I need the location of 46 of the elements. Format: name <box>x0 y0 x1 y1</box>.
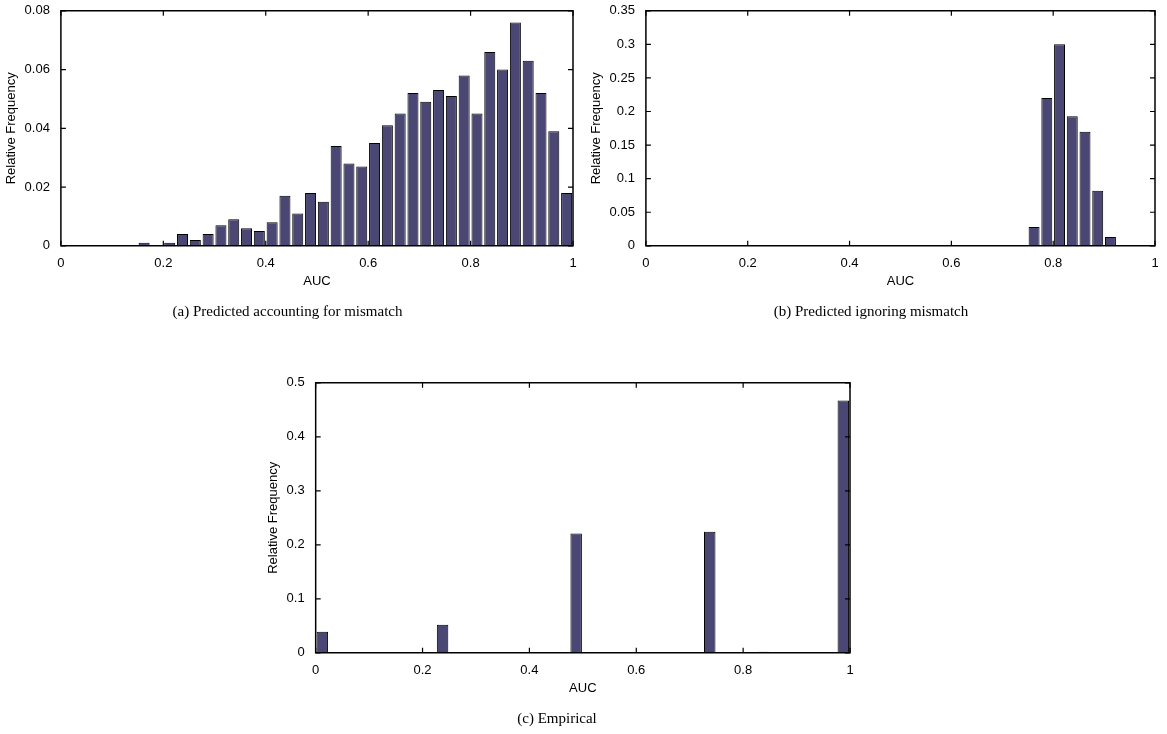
x-tick-label: 0.4 <box>256 255 275 271</box>
y-tick-label: 0.02 <box>24 178 50 194</box>
y-tick-label: 0 <box>627 237 635 253</box>
y-tick-label: 0.08 <box>24 2 50 18</box>
y-tick-label: 0.1 <box>616 170 635 186</box>
text: (b) Predicted ignoring mismatch <box>773 302 969 320</box>
x-tick-label: 0.6 <box>627 662 646 678</box>
y-tick-label: 0.4 <box>286 428 305 444</box>
x-axis-title: AUC <box>886 272 915 288</box>
y-tick-label: 0.3 <box>616 35 635 51</box>
y-axis-title: Relative Frequency <box>3 71 19 185</box>
x-tick-label: 0.8 <box>1044 255 1063 271</box>
x-axis-title: AUC <box>303 272 331 288</box>
x-tick-label: 0.2 <box>738 255 757 271</box>
x-tick-label: 0.6 <box>359 255 378 271</box>
y-tick-label: 0.5 <box>286 374 305 390</box>
y-tick-label: 0.35 <box>609 2 635 18</box>
x-tick-label: 0.4 <box>840 255 859 271</box>
x-tick-label: 0.8 <box>734 662 753 678</box>
y-tick-label: 0 <box>297 644 305 660</box>
x-tick-label: 0.4 <box>520 662 539 678</box>
y-axis-title: Relative Frequency <box>265 461 281 574</box>
x-tick-label: 0.6 <box>942 255 961 271</box>
y-tick-label: 0.15 <box>609 136 635 152</box>
x-tick-label: 0.2 <box>413 662 432 678</box>
y-tick-label: 0.25 <box>609 69 635 85</box>
y-tick-label: 0.06 <box>24 61 50 77</box>
x-tick-label: 1 <box>569 255 577 271</box>
x-axis-title: AUC <box>569 679 597 695</box>
x-tick-label: 0.2 <box>154 255 173 271</box>
x-tick-label: 0 <box>57 255 65 271</box>
text: (c) Empirical <box>517 709 597 727</box>
y-tick-label: 0.3 <box>286 482 305 498</box>
y-axis-title: Relative Frequency <box>588 71 604 185</box>
y-tick-label: 0.05 <box>609 203 635 219</box>
x-tick-label: 1 <box>1151 255 1159 271</box>
text: (a) Predicted accounting for mismatch <box>172 302 403 320</box>
y-tick-label: 0 <box>42 237 50 253</box>
y-tick-label: 0.2 <box>286 536 305 552</box>
x-tick-label: 0 <box>312 662 320 678</box>
y-tick-label: 0.04 <box>24 119 50 135</box>
y-tick-label: 0.1 <box>286 590 305 606</box>
x-tick-label: 0 <box>642 255 650 271</box>
x-tick-label: 1 <box>846 662 854 678</box>
x-tick-label: 0.8 <box>461 255 480 271</box>
y-tick-label: 0.2 <box>616 103 635 119</box>
